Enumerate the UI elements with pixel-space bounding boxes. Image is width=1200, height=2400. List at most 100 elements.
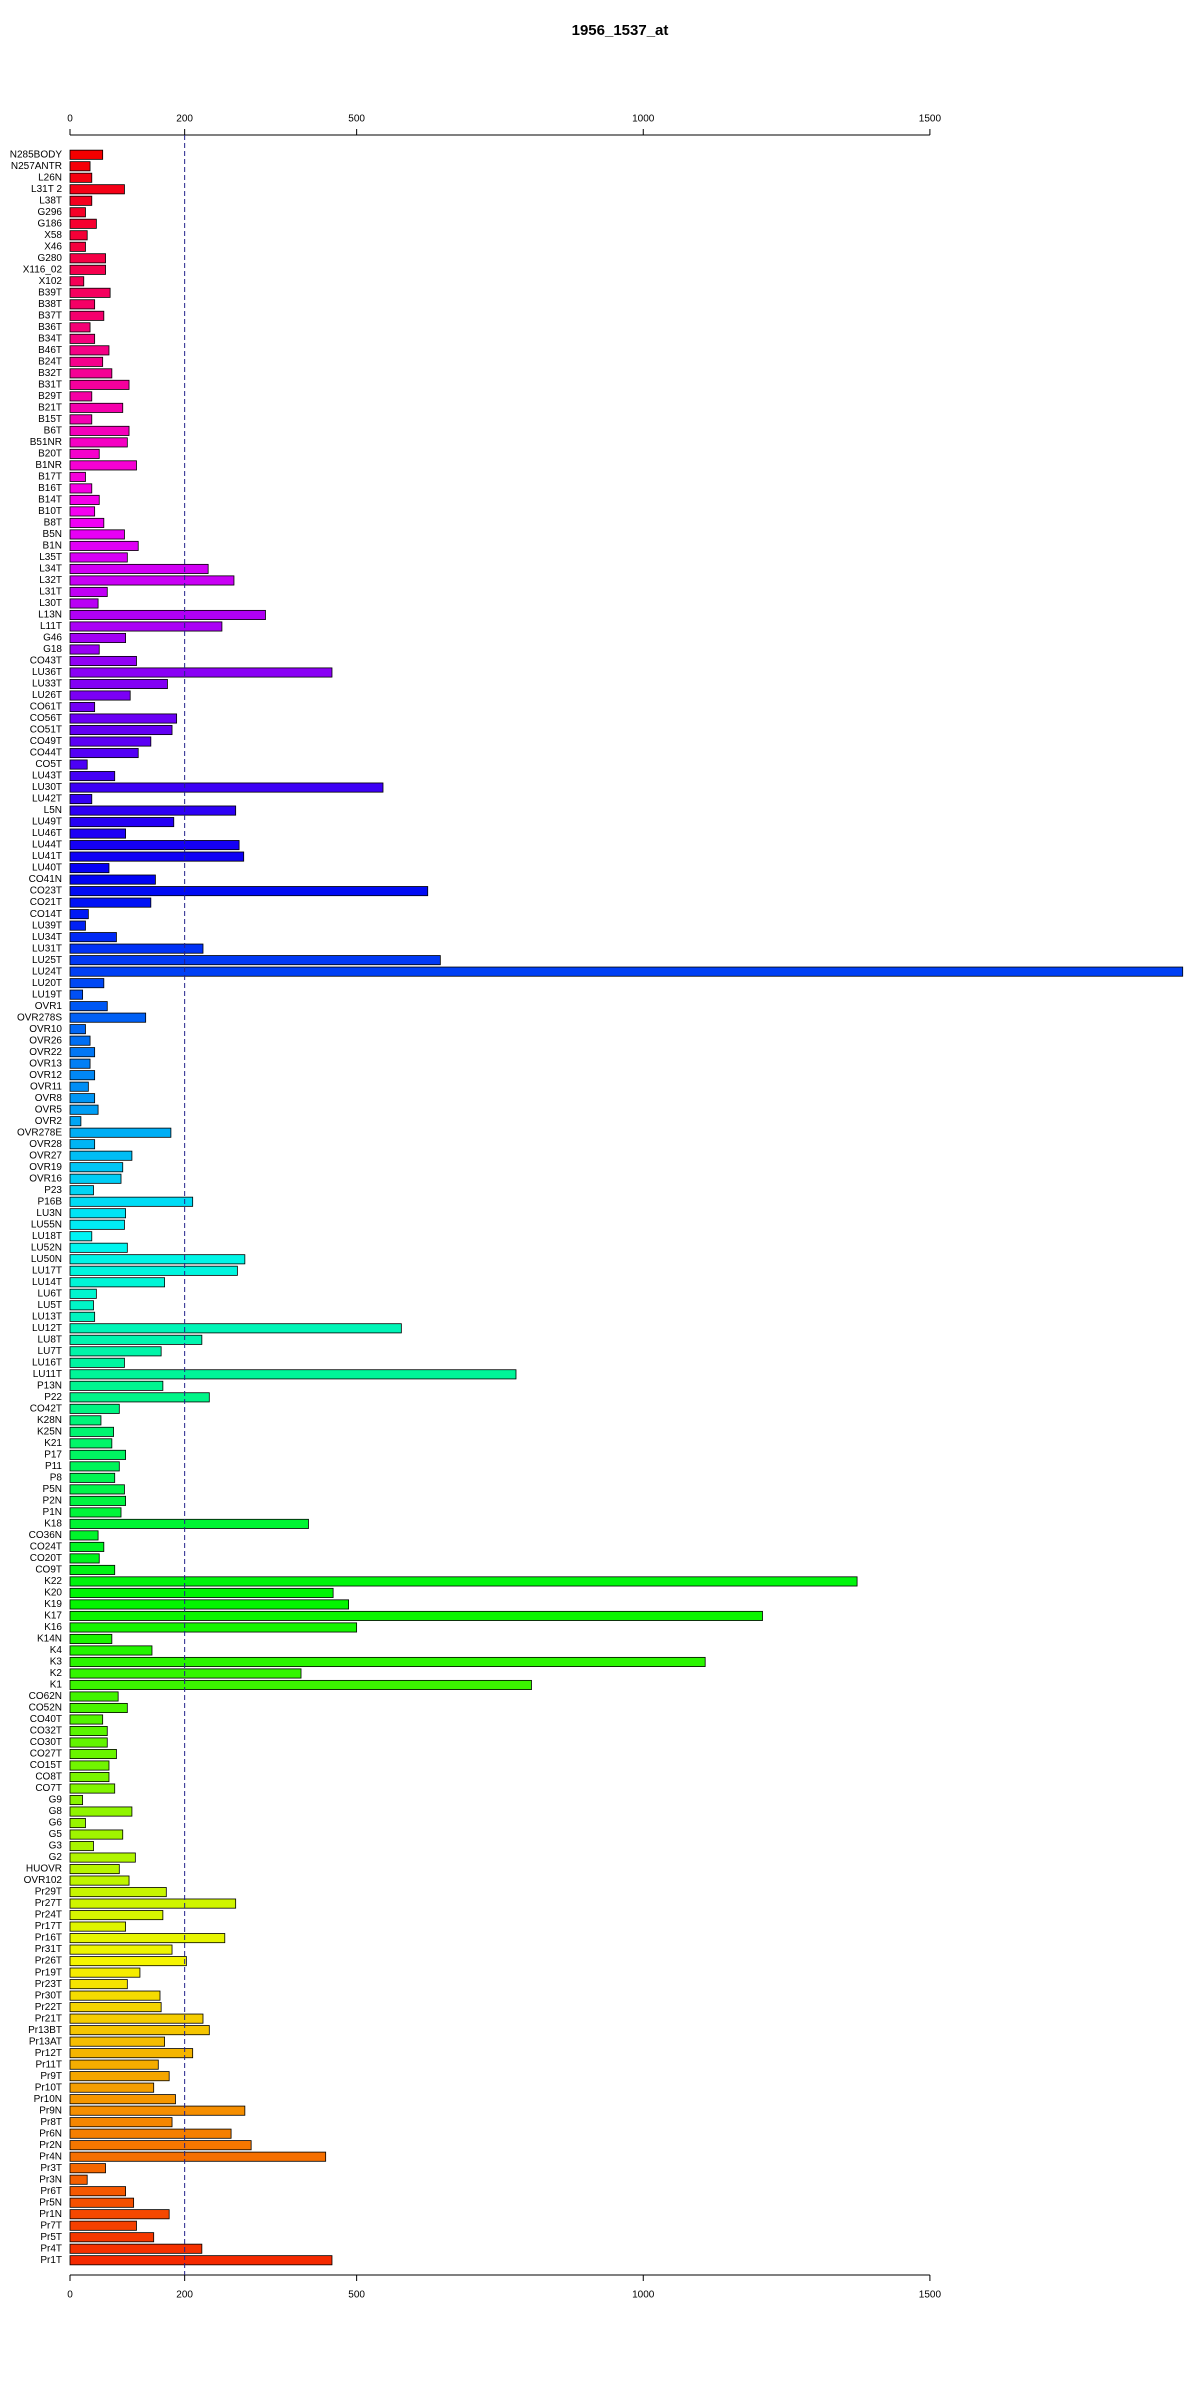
bar [69,759,88,770]
y-tick-label: B16T [38,483,62,494]
bar [69,1714,104,1725]
bar [69,494,100,505]
bar [69,1484,125,1495]
bar [69,1035,91,1046]
bar [69,1541,105,1552]
y-tick-label: K14N [37,1634,62,1645]
y-tick-label: B39T [38,287,62,298]
y-tick-label: Pr26T [35,1956,62,1967]
bar [69,1887,167,1898]
y-tick-label: B38T [38,299,62,310]
bar [69,1553,100,1564]
bar [69,1242,128,1253]
bar [69,1265,238,1276]
y-tick-label: G18 [43,644,62,655]
y-tick-label: CO49T [30,736,62,747]
bar [69,460,137,471]
y-tick-label: K18 [44,1519,62,1530]
bar [69,1576,858,1587]
y-tick-label: LU46T [32,828,62,839]
y-tick-label: L30T [39,598,62,609]
y-tick-label: G8 [49,1806,63,1817]
bar [69,2082,155,2093]
y-tick-label: Pr11T [36,2059,63,2070]
bar [69,1841,94,1852]
y-tick-label: G5 [49,1829,63,1840]
bar [69,483,93,494]
bar [69,851,245,862]
y-tick-label: B1NR [35,460,62,471]
y-tick-label: B17T [38,472,62,483]
x-tick-label: 1500 [919,114,942,125]
bar [69,517,105,528]
bar [69,1979,128,1990]
bar [69,1311,96,1322]
bar [69,679,168,690]
y-tick-label: CO32T [30,1726,62,1737]
y-tick-label: LU49T [32,817,62,828]
y-tick-label: K2 [50,1668,63,1679]
bar [69,702,96,713]
bar [69,1737,108,1748]
y-tick-label: Pr5T [40,2232,62,2243]
y-tick-label: LU39T [32,920,62,931]
y-tick-label: Pr4T [40,2243,62,2254]
y-tick-label: Pr23T [35,1979,62,1990]
bar [69,609,266,620]
bar [69,425,130,436]
x-tick-label: 200 [176,114,193,125]
y-tick-label: K16 [44,1622,62,1633]
y-tick-label: Pr13AT [29,2036,62,2047]
y-tick-label: P1N [43,1507,62,1518]
bar [69,253,106,264]
y-tick-label: LU5T [38,1300,62,1311]
y-tick-label: Pr7T [40,2220,62,2231]
bar [69,598,99,609]
y-tick-label: K1 [50,1680,63,1691]
y-tick-label: P22 [44,1392,62,1403]
bar [69,172,93,183]
bar [69,1495,127,1506]
y-tick-label: G3 [49,1841,63,1852]
y-tick-label: LU36T [32,667,62,678]
y-tick-label: OVR27 [29,1150,62,1161]
bar [69,1587,334,1598]
bar [69,2151,327,2162]
y-tick-label: LU30T [32,782,62,793]
bar [69,2002,162,2013]
bar [69,195,93,206]
bar [69,1610,763,1621]
y-tick-label: K4 [50,1645,63,1656]
y-tick-label: X102 [39,276,63,287]
bar [69,1772,110,1783]
bar [69,299,96,310]
y-tick-label: Pr31T [35,1944,62,1955]
bar [69,621,223,632]
bar [69,1645,153,1656]
y-tick-label: LU19T [32,989,62,1000]
y-tick-label: L34T [39,564,62,575]
bar [69,955,441,966]
bar [69,1403,120,1414]
bar [69,333,96,344]
bar [69,1461,120,1472]
bar [69,1127,172,1138]
y-tick-label: OVR11 [30,1081,62,1092]
bar [69,2071,170,2082]
bar [69,713,178,724]
bar [69,1104,99,1115]
bar [69,391,93,402]
y-tick-label: P23 [44,1185,62,1196]
y-tick-label: L26N [38,172,62,183]
y-tick-label: LU6T [38,1288,62,1299]
y-tick-label: Pr5N [39,2197,62,2208]
bar [69,771,116,782]
x-tick-label: 1000 [632,114,655,125]
y-tick-label: P2N [43,1496,62,1507]
bar [69,1864,120,1875]
y-tick-label: K25N [37,1426,62,1437]
y-tick-label: B34T [38,333,62,344]
bar [69,1288,97,1299]
bar [69,1829,124,1840]
